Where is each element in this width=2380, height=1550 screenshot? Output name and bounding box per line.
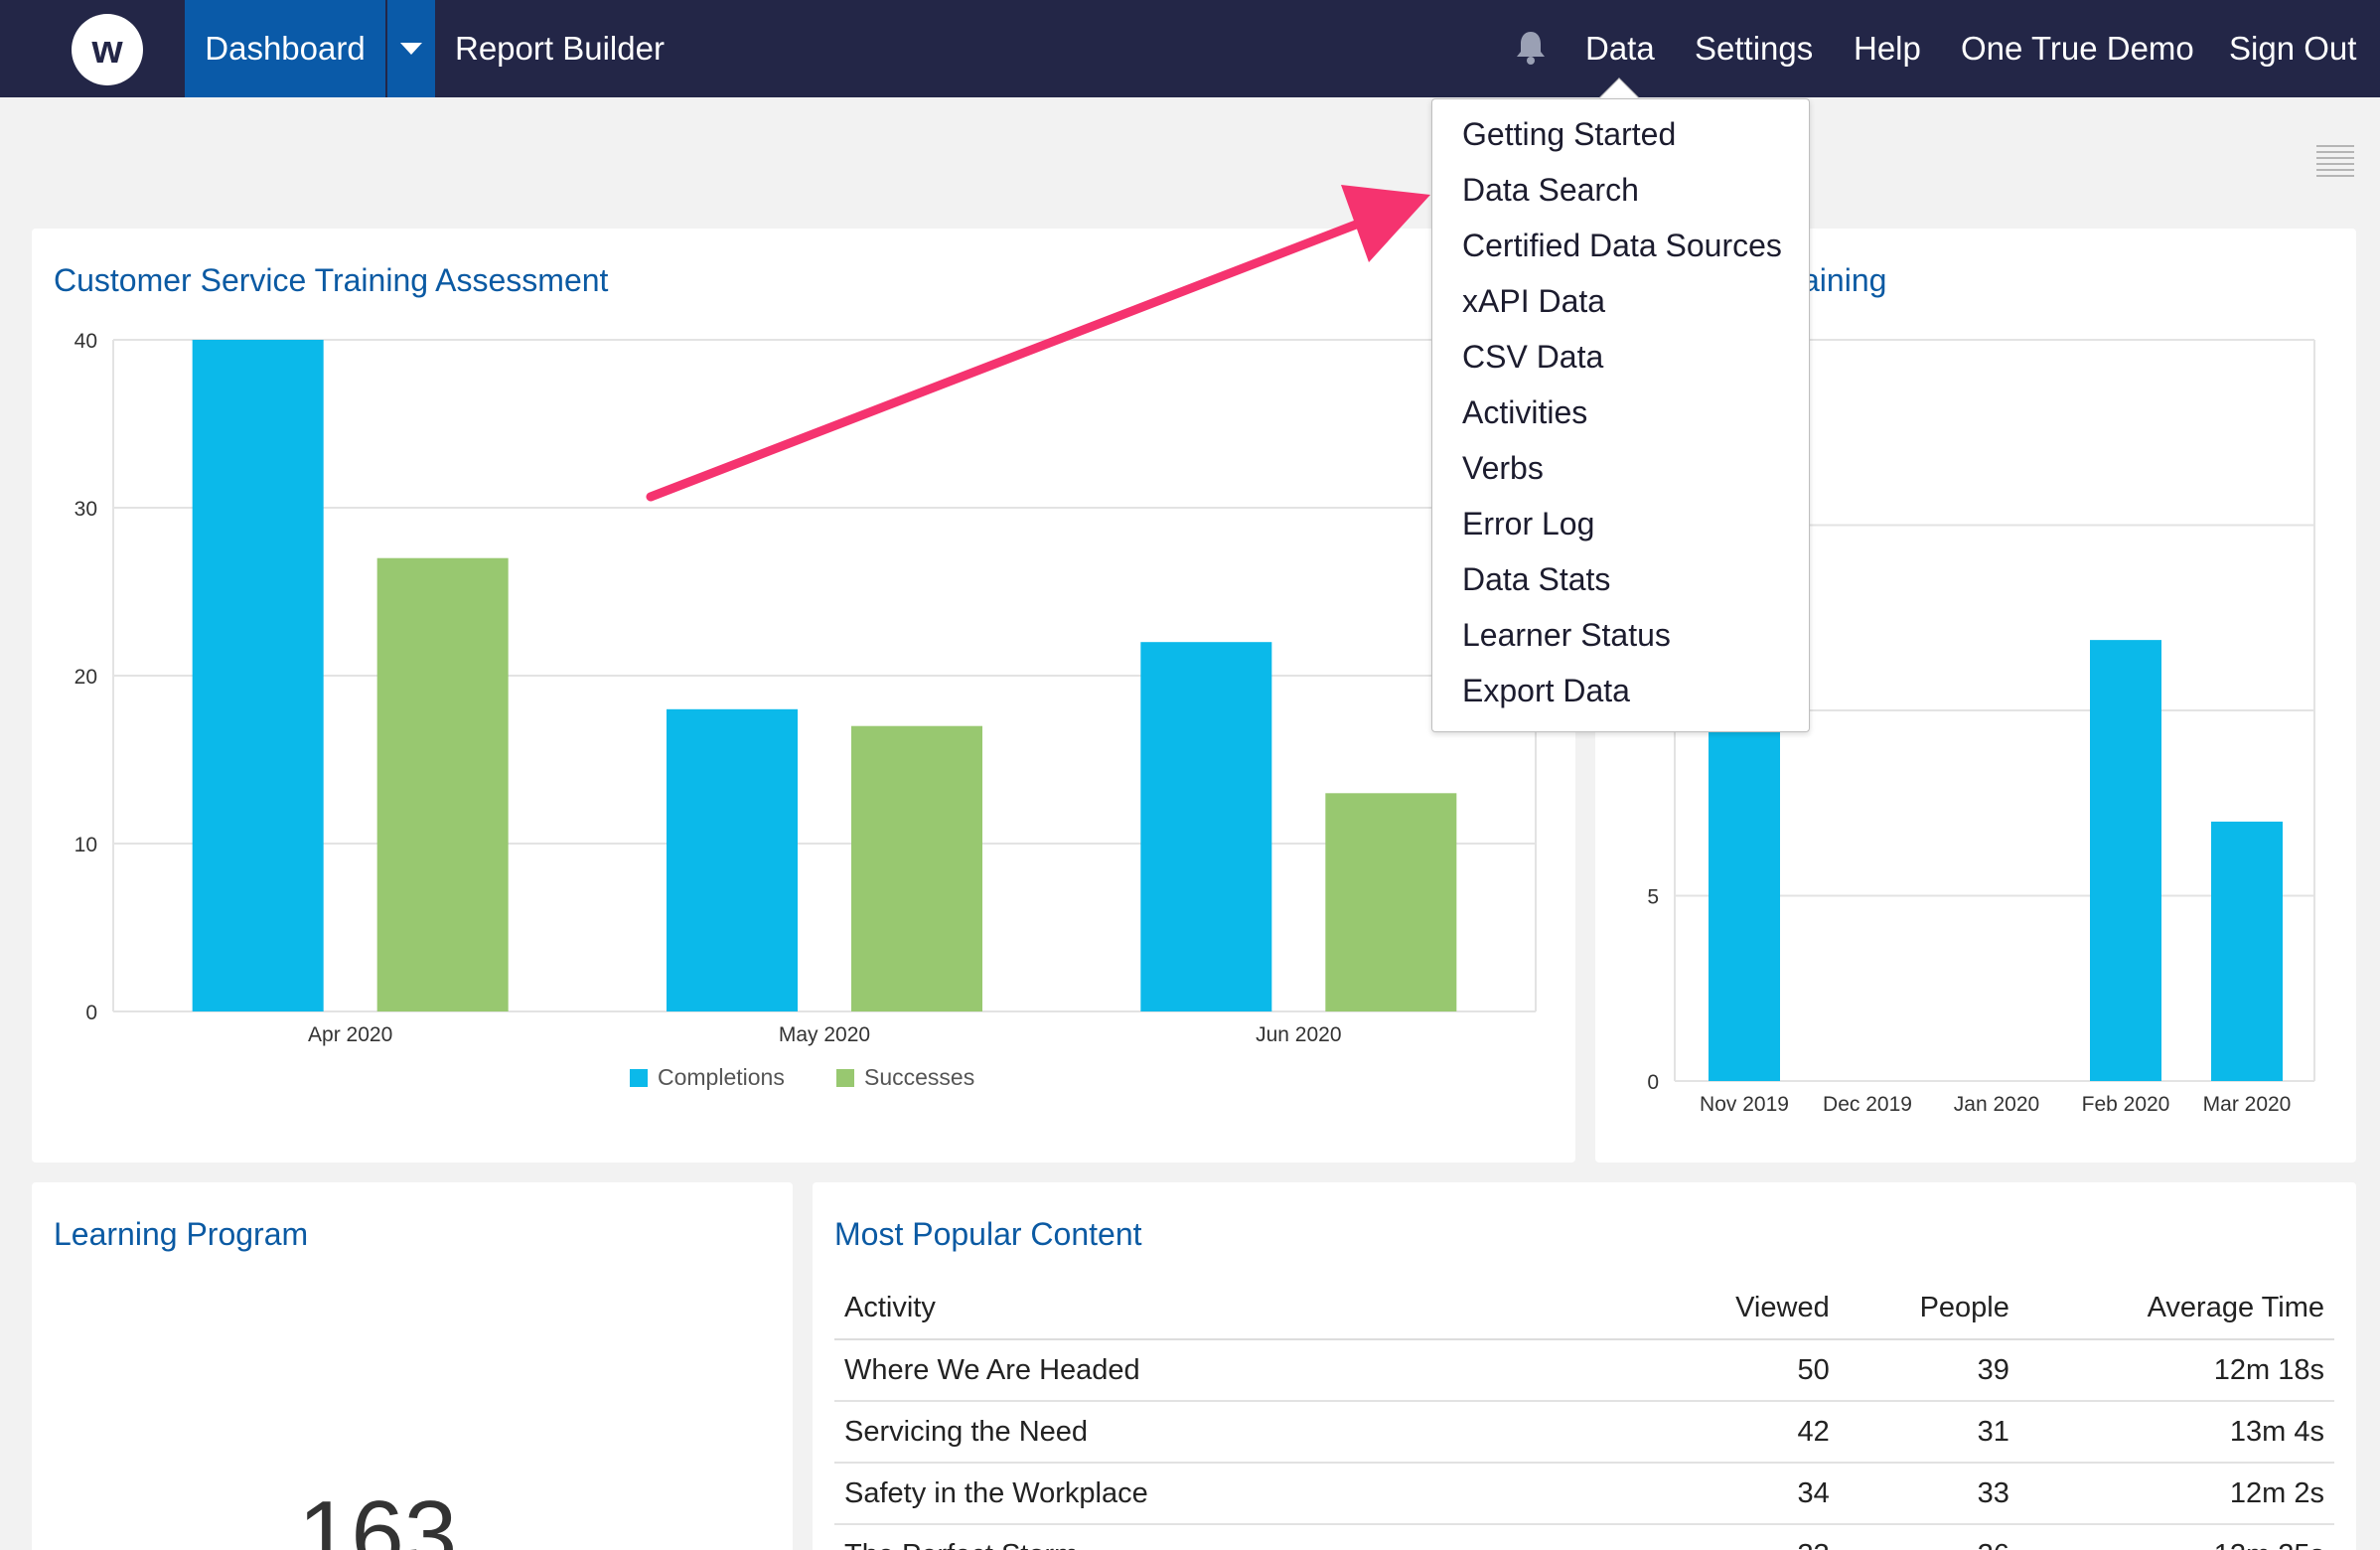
menu-item-certified-data-sources[interactable]: Certified Data Sources bbox=[1462, 228, 1782, 263]
top-nav: w Dashboard Report Builder Data Settings… bbox=[0, 0, 2380, 97]
people-cell: 31 bbox=[1839, 1401, 2019, 1464]
x-tick-label: Jan 2020 bbox=[1954, 1093, 2039, 1116]
column-header-average-time[interactable]: Average Time bbox=[2018, 1278, 2334, 1340]
bar bbox=[2090, 640, 2161, 1081]
viewed-cell: 42 bbox=[1659, 1401, 1840, 1464]
list-view-icon[interactable] bbox=[2314, 143, 2356, 181]
table-row[interactable]: Where We Are Headed 50 39 12m 18s bbox=[834, 1339, 2334, 1402]
bar-successes bbox=[376, 557, 509, 1011]
nav-account[interactable]: One True Demo bbox=[1961, 30, 2194, 67]
bell-icon[interactable] bbox=[1514, 30, 1548, 66]
bar-completions bbox=[667, 708, 798, 1011]
menu-item-export-data[interactable]: Export Data bbox=[1462, 673, 1630, 708]
menu-item-activities[interactable]: Activities bbox=[1462, 394, 1588, 430]
table-row[interactable]: Safety in the Workplace 34 33 12m 2s bbox=[834, 1463, 2334, 1525]
nav-report-builder[interactable]: Report Builder bbox=[455, 30, 665, 67]
assessment-chart: 0 10 20 30 40 Apr 2020 May 2020 Jun 2020 Complet… bbox=[74, 330, 1537, 1090]
y-tick-label: 0 bbox=[1647, 1071, 1659, 1094]
people-cell: 33 bbox=[1839, 1463, 2019, 1525]
legend-label: Completions bbox=[658, 1064, 785, 1090]
menu-item-data-search[interactable]: Data Search bbox=[1462, 172, 1639, 208]
menu-item-xapi-data[interactable]: xAPI Data bbox=[1462, 283, 1606, 319]
legend-swatch bbox=[630, 1069, 648, 1087]
activity-cell: Safety in the Workplace bbox=[834, 1463, 1660, 1525]
table-row[interactable]: The Perfect Storm 33 26 12m 25s bbox=[834, 1524, 2334, 1550]
table-row[interactable]: Servicing the Need 42 31 13m 4s bbox=[834, 1401, 2334, 1464]
menu-item-verbs[interactable]: Verbs bbox=[1462, 450, 1544, 486]
menu-item-csv-data[interactable]: CSV Data bbox=[1462, 339, 1604, 375]
nav-sign-out[interactable]: Sign Out bbox=[2229, 30, 2357, 67]
y-tick-label: 40 bbox=[74, 330, 97, 353]
logo-letter: w bbox=[91, 27, 123, 72]
bar-completions bbox=[1140, 642, 1272, 1011]
popular-content-table: Activity Viewed People Average Time Wher… bbox=[834, 1278, 2334, 1550]
x-tick-label: Mar 2020 bbox=[2203, 1093, 2292, 1116]
x-tick-label: Dec 2019 bbox=[1823, 1093, 1912, 1116]
activity-cell: Where We Are Headed bbox=[834, 1339, 1660, 1402]
average-time-cell: 12m 2s bbox=[2018, 1463, 2334, 1525]
viewed-cell: 34 bbox=[1659, 1463, 1840, 1525]
learning-program-title: Learning Program bbox=[54, 1216, 309, 1252]
viewed-cell: 50 bbox=[1659, 1339, 1840, 1402]
chevron-down-icon bbox=[400, 43, 422, 55]
legend-swatch bbox=[836, 1069, 854, 1087]
menu-item-learner-status[interactable]: Learner Status bbox=[1462, 617, 1671, 653]
column-header-people[interactable]: People bbox=[1839, 1278, 2019, 1340]
legend-label: Successes bbox=[864, 1064, 974, 1090]
training-chart: 0 5 Nov 2019 Dec 2019 Jan 2020 Feb 2020 Mar 20… bbox=[1647, 339, 2315, 1116]
average-time-cell: 12m 25s bbox=[2018, 1524, 2334, 1550]
activity-cell: Servicing the Need bbox=[834, 1401, 1660, 1464]
nav-settings[interactable]: Settings bbox=[1695, 30, 1814, 67]
learning-program-card: Learning Program bbox=[32, 1182, 793, 1550]
y-tick-label: 0 bbox=[85, 1002, 97, 1024]
app-logo[interactable]: w bbox=[72, 14, 143, 85]
popular-content-title: Most Popular Content bbox=[834, 1216, 1142, 1252]
x-tick-label: Apr 2020 bbox=[308, 1023, 392, 1046]
assessment-card: Customer Service Training Assessment 0 10… bbox=[32, 229, 1575, 1162]
bar-successes bbox=[851, 725, 982, 1011]
activity-cell: The Perfect Storm bbox=[834, 1524, 1660, 1550]
viewed-cell: 33 bbox=[1659, 1524, 1840, 1550]
training-title: aining bbox=[1802, 262, 1887, 298]
y-tick-label: 10 bbox=[74, 834, 97, 856]
x-tick-label: May 2020 bbox=[779, 1023, 870, 1046]
x-tick-label: Feb 2020 bbox=[2082, 1093, 2170, 1116]
data-dropdown-menu: Getting Started Data Search Certified Da… bbox=[1431, 98, 1810, 732]
table-header-row: Activity Viewed People Average Time bbox=[834, 1278, 2334, 1340]
column-header-activity[interactable]: Activity bbox=[834, 1278, 1660, 1340]
bar bbox=[1709, 710, 1780, 1081]
bar bbox=[2211, 821, 2283, 1081]
y-tick-label: 5 bbox=[1647, 886, 1659, 909]
people-cell: 39 bbox=[1839, 1339, 2019, 1402]
nav-dashboard[interactable]: Dashboard bbox=[185, 0, 385, 97]
column-header-viewed[interactable]: Viewed bbox=[1659, 1278, 1840, 1340]
average-time-cell: 13m 4s bbox=[2018, 1401, 2334, 1464]
people-cell: 26 bbox=[1839, 1524, 2019, 1550]
y-tick-label: 20 bbox=[74, 666, 97, 689]
x-tick-label: Nov 2019 bbox=[1700, 1093, 1789, 1116]
bar-successes bbox=[1325, 793, 1457, 1011]
menu-item-getting-started[interactable]: Getting Started bbox=[1462, 116, 1677, 152]
learning-program-value: 163 bbox=[298, 1481, 458, 1550]
average-time-cell: 12m 18s bbox=[2018, 1339, 2334, 1402]
x-tick-label: Jun 2020 bbox=[1256, 1023, 1341, 1046]
menu-item-data-stats[interactable]: Data Stats bbox=[1462, 561, 1611, 597]
popular-content-card: Most Popular Content Activity Viewed Peo… bbox=[813, 1182, 2356, 1550]
nav-help[interactable]: Help bbox=[1854, 30, 1921, 67]
menu-item-error-log[interactable]: Error Log bbox=[1462, 506, 1595, 542]
bar-completions bbox=[192, 340, 324, 1011]
y-tick-label: 30 bbox=[74, 498, 97, 521]
assessment-title: Customer Service Training Assessment bbox=[54, 262, 609, 298]
dashboard-dropdown-toggle[interactable] bbox=[387, 0, 435, 97]
nav-data[interactable]: Data bbox=[1585, 30, 1655, 67]
